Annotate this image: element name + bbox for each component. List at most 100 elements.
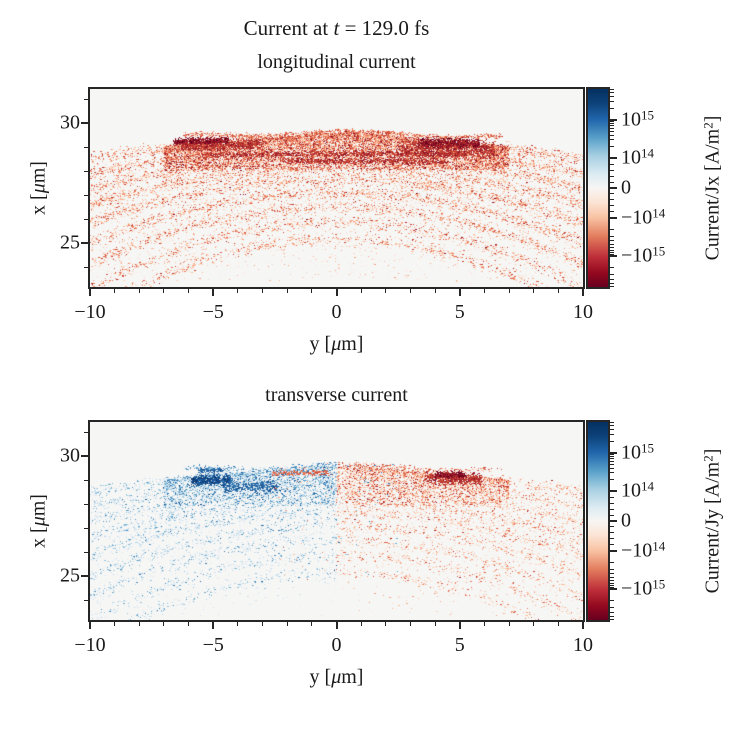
tick-label-base: −10	[621, 539, 653, 562]
colorbar-minor-tick	[610, 458, 614, 460]
colorbar-minor-tick	[610, 175, 614, 177]
colorbar-minor-tick	[610, 100, 614, 102]
y-tick-label: 30	[60, 111, 80, 134]
tick-label-base: 10	[621, 441, 641, 464]
tick-label-base: −10	[621, 206, 653, 229]
colorbar-minor-tick	[610, 577, 614, 579]
colorbar-minor-tick	[610, 139, 614, 141]
colorbar-tick-label: 0	[621, 177, 631, 200]
colorbar-tick-labels: 1015 1014 0 −1014 −1015	[621, 422, 713, 620]
x-minor-tick	[286, 289, 288, 293]
colorbar-minor-tick	[610, 585, 614, 587]
x-tick-label: 5	[454, 634, 465, 656]
colorbar-minor-tick	[610, 433, 614, 435]
italic-symbol: μ	[331, 666, 342, 688]
x-tick-label: 5	[454, 301, 465, 323]
colorbar-minor-tick	[610, 508, 614, 510]
x-minor-tick	[385, 622, 387, 626]
colorbar-minor-tick	[610, 235, 614, 237]
y-tick-label: 25	[60, 564, 80, 587]
colorbar-minor-tick	[610, 582, 614, 584]
x-major-tick	[582, 622, 584, 629]
colorbar-minor-tick	[610, 240, 614, 242]
colorbar-ticks	[610, 422, 619, 620]
x-axis-label: y [μm]	[90, 666, 583, 689]
y-axis-ticks	[79, 422, 88, 620]
colorbar-minor-tick	[610, 600, 614, 602]
x-minor-tick	[360, 622, 362, 626]
x-minor-tick	[114, 622, 116, 626]
colorbar-tick-label: 0	[621, 510, 631, 533]
colorbar-major-tick	[610, 255, 617, 258]
x-minor-tick	[163, 289, 165, 293]
colorbar	[586, 420, 610, 622]
x-minor-tick	[434, 289, 436, 293]
label-text: Current at	[243, 16, 334, 40]
colorbar	[586, 87, 610, 289]
tick-label-exponent: 15	[641, 440, 654, 456]
x-major-tick	[89, 289, 91, 296]
y-major-tick	[81, 122, 88, 125]
colorbar-major-tick	[610, 187, 617, 189]
colorbar-minor-tick	[610, 587, 614, 589]
y-tick-labels: 30 25	[14, 422, 80, 620]
x-major-tick	[212, 289, 215, 296]
colorbar-tick-label: −1014	[621, 206, 665, 229]
colorbar-minor-tick	[610, 568, 614, 570]
tick-label-exponent: 15	[652, 243, 666, 259]
x-minor-tick	[434, 622, 436, 626]
colorbar-major-tick	[610, 451, 617, 454]
label-text: m]	[27, 494, 50, 517]
colorbar-minor-tick	[610, 612, 614, 614]
x-minor-tick	[262, 289, 264, 293]
colorbar-minor-tick	[610, 122, 614, 124]
colorbar-minor-tick	[610, 130, 614, 132]
x-minor-tick	[508, 622, 510, 626]
colorbar-minor-tick	[610, 455, 614, 457]
tick-label-exponent: 14	[641, 478, 654, 494]
scatter-canvas	[90, 89, 583, 287]
colorbar-minor-tick	[610, 479, 614, 481]
colorbar-tick-label: 1014	[621, 147, 654, 170]
colorbar-minor-tick	[610, 526, 614, 528]
colorbar-label: Current/Jx [A/m2]	[701, 116, 725, 261]
colorbar-major-tick	[610, 520, 617, 522]
colorbar-minor-tick	[610, 514, 614, 516]
x-minor-tick	[409, 622, 411, 626]
x-tick-labels: −10 −5 0 5 10	[74, 301, 593, 325]
colorbar-minor-tick	[610, 463, 614, 465]
colorbar-minor-tick	[610, 107, 614, 109]
subplot-longitudinal: longitudinal current −10 −5 0 5 10 30 25 y [μ…	[28, 51, 725, 356]
y-minor-tick	[84, 431, 88, 433]
x-minor-tick	[237, 622, 239, 626]
colorbar-tick-label: −1015	[621, 245, 665, 268]
x-axis-label: y [μm]	[90, 333, 583, 356]
label-text: m]	[341, 666, 364, 688]
tick-label-base: 10	[621, 146, 641, 169]
colorbar-minor-tick	[610, 247, 614, 249]
label-text: m]	[341, 333, 364, 355]
italic-symbol: t	[333, 16, 340, 40]
y-axis-ticks	[79, 89, 88, 287]
colorbar-minor-tick	[610, 252, 614, 254]
colorbar-minor-tick	[610, 244, 614, 246]
x-major-tick	[458, 289, 461, 296]
x-minor-tick	[311, 289, 313, 293]
label-text: = 129.0 fs	[339, 16, 430, 40]
colorbar-major-tick	[610, 157, 617, 160]
x-major-tick	[458, 622, 461, 629]
colorbar-minor-tick	[610, 472, 614, 474]
x-minor-tick	[508, 289, 510, 293]
y-minor-tick	[84, 527, 88, 529]
colorbar-minor-tick	[610, 607, 614, 609]
colorbar-minor-tick	[610, 146, 614, 148]
x-minor-tick	[114, 289, 116, 293]
x-minor-tick	[163, 622, 165, 626]
x-minor-tick	[533, 622, 535, 626]
y-minor-tick	[84, 98, 88, 100]
y-axis-label: x [μm]	[28, 494, 51, 548]
plot-area	[88, 87, 585, 289]
x-tick-label: −10	[74, 301, 106, 323]
colorbar-tick-label: −1015	[621, 578, 665, 601]
